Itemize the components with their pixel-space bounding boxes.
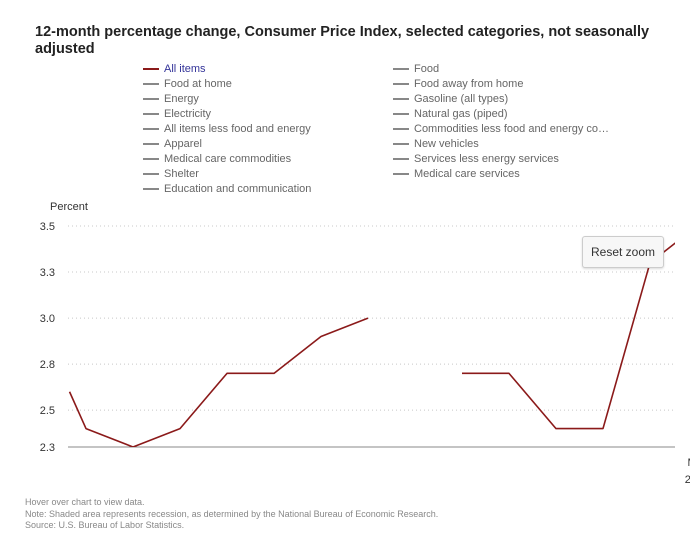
legend-item-right-4[interactable]: Commodities less food and energy com... (393, 121, 614, 136)
series-line-segment[interactable] (68, 317, 369, 447)
data-point[interactable] (553, 426, 559, 432)
legend-swatch (393, 172, 409, 175)
legend-item-right-7[interactable]: Medical care services (393, 166, 520, 181)
data-point[interactable] (506, 370, 512, 376)
legend-swatch (393, 82, 409, 85)
footnotes: Hover over chart to view data. Note: Sha… (25, 497, 438, 532)
data-point[interactable] (318, 334, 324, 340)
legend-item-right-1[interactable]: Food away from home (393, 76, 523, 91)
legend-swatch (393, 67, 409, 70)
legend-item-left-3[interactable]: Electricity (143, 106, 211, 121)
x-axis: Mar 2026 (68, 446, 690, 486)
y-tick-label: 2.3 (40, 442, 55, 454)
legend-item-left-5[interactable]: Apparel (143, 136, 202, 151)
legend-swatch (143, 142, 159, 145)
x-tick-sublabel: 2026 (685, 474, 690, 486)
x-tick-label: Mar (688, 457, 690, 469)
footnote-recession: Note: Shaded area represents recession, … (25, 508, 439, 519)
chart-title: 12-month percentage change, Consumer Pri… (35, 24, 650, 57)
y-tick-label: 3.5 (40, 221, 55, 233)
legend-item-left-2[interactable]: Energy (143, 91, 199, 106)
footnote-source: Source: U.S. Bureau of Labor Statistics. (25, 520, 185, 530)
legend-swatch (393, 97, 409, 100)
reset-zoom-button[interactable]: Reset zoom (582, 236, 664, 268)
legend-swatch (143, 82, 159, 85)
legend-swatch (393, 142, 409, 145)
y-tick-label: 3.3 (40, 267, 55, 279)
legend-swatch (143, 187, 159, 190)
footnote-hover: Hover over chart to view data. (25, 497, 145, 507)
data-point[interactable] (459, 370, 465, 376)
legend-swatch (143, 172, 159, 175)
legend-item-left-8[interactable]: Education and communication (143, 181, 311, 196)
legend-swatch (143, 112, 159, 115)
legend-swatch (393, 127, 409, 130)
legend-item-left-0[interactable]: All items (143, 61, 206, 76)
legend-swatch (143, 67, 159, 70)
legend-item-left-6[interactable]: Medical care commodities (143, 151, 291, 166)
legend-swatch (393, 112, 409, 115)
data-point[interactable] (224, 370, 230, 376)
legend-swatch (143, 97, 159, 100)
legend-item-right-6[interactable]: Services less energy services (393, 151, 559, 166)
legend-item-right-5[interactable]: New vehicles (393, 136, 479, 151)
legend-swatch (143, 157, 159, 160)
y-tick-label: 3.0 (40, 313, 55, 325)
data-point[interactable] (83, 426, 89, 432)
data-point[interactable] (130, 444, 136, 450)
y-tick-labels: 2.3 2.5 2.8 3.0 3.3 3.5 (40, 221, 55, 454)
y-axis-label: Percent (50, 201, 88, 213)
data-point[interactable] (177, 426, 183, 432)
data-point[interactable] (67, 389, 73, 395)
data-point[interactable] (271, 370, 277, 376)
legend-item-left-7[interactable]: Shelter (143, 166, 199, 181)
legend-item-right-0[interactable]: Food (393, 61, 439, 76)
y-tick-label: 2.5 (40, 405, 55, 417)
y-tick-label: 2.8 (40, 359, 55, 371)
data-point[interactable] (600, 426, 606, 432)
legend-item-right-2[interactable]: Gasoline (all types) (393, 91, 508, 106)
data-point[interactable] (365, 315, 371, 321)
legend-item-left-1[interactable]: Food at home (143, 76, 232, 91)
legend-swatch (143, 127, 159, 130)
legend-item-left-4[interactable]: All items less food and energy (143, 121, 311, 136)
legend-swatch (393, 157, 409, 160)
legend-item-right-3[interactable]: Natural gas (piped) (393, 106, 508, 121)
